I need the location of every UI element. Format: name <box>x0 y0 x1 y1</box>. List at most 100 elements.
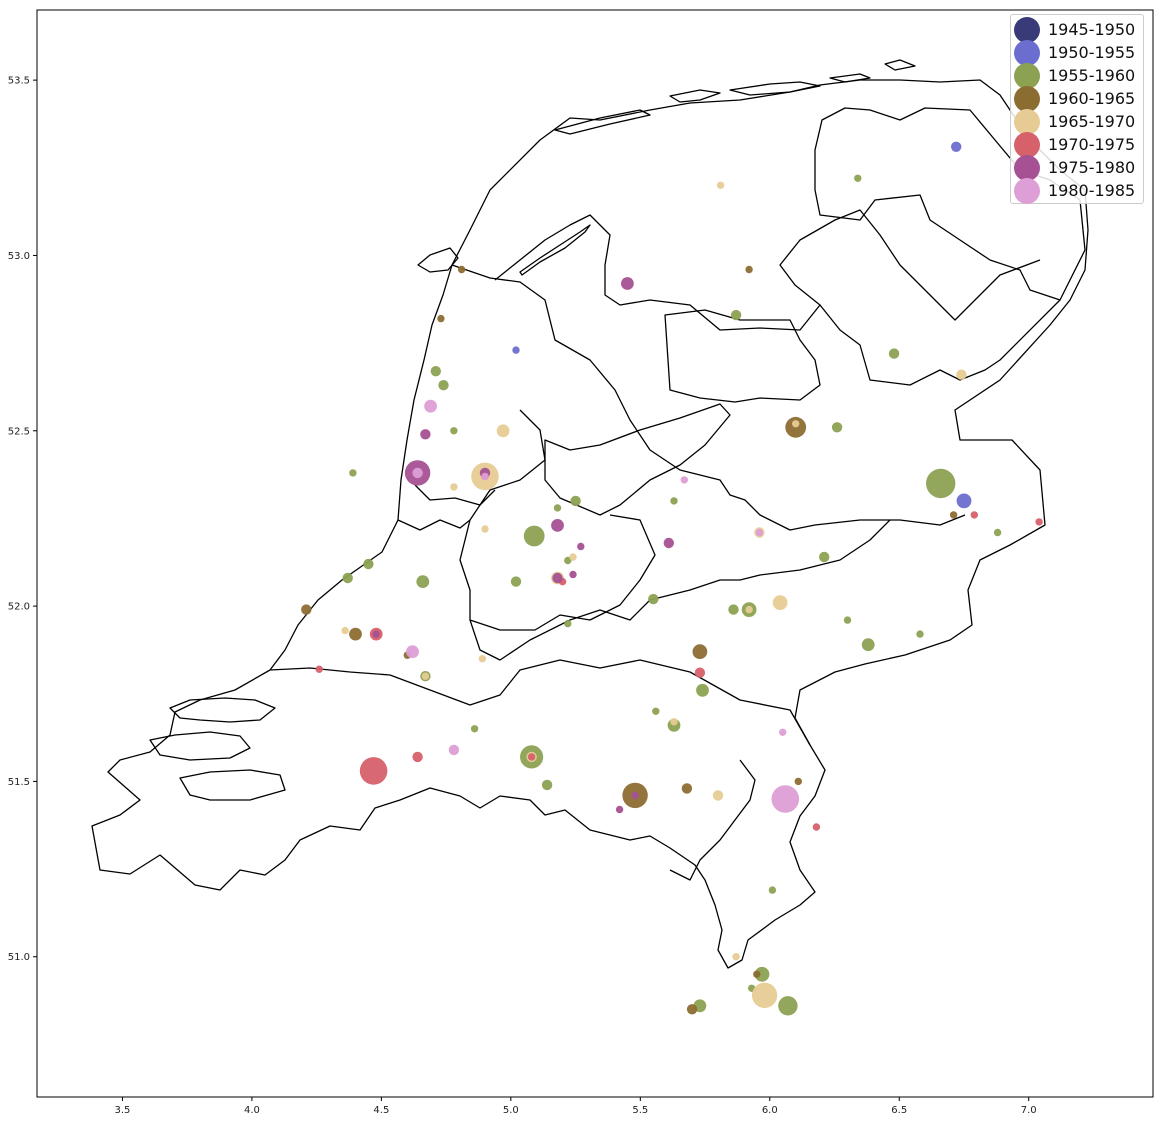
axes-frame <box>36 9 1154 1098</box>
legend-item: 1955-1960 <box>1014 62 1143 89</box>
wadden-island-5 <box>829 73 871 83</box>
y-tick-label: 52.5 <box>8 426 30 437</box>
point-1955-1960-20 <box>510 576 522 587</box>
province-border-6 <box>459 409 656 631</box>
legend-label: 1975-1980 <box>1048 158 1136 177</box>
point-1955-1960-15 <box>831 422 843 433</box>
point-1975-1980-5 <box>663 537 674 549</box>
point-1970-1975-3 <box>694 667 706 678</box>
legend-label: 1955-1960 <box>1048 66 1136 85</box>
point-1955-1960-11 <box>730 309 742 321</box>
point-1955-1960-38 <box>349 469 357 477</box>
point-1955-1960-24 <box>541 779 553 791</box>
legend-swatch <box>1014 108 1040 135</box>
point-1970-1975-4 <box>315 665 323 673</box>
point-1965-1970-10 <box>792 420 800 428</box>
x-tick-label: 5.0 <box>503 1105 519 1116</box>
legend-swatch <box>1014 177 1040 204</box>
legend-item: 1945-1950 <box>1014 16 1143 43</box>
province-border-9 <box>669 759 756 881</box>
point-1955-1960-19 <box>342 572 353 584</box>
legend-item: 1950-1955 <box>1014 39 1143 66</box>
point-1965-1970-7 <box>712 790 724 801</box>
point-1980-1985-7 <box>779 728 787 736</box>
point-1965-1970-3 <box>496 424 510 438</box>
legend-item: 1975-1980 <box>1014 154 1143 181</box>
x-tick-label: 7.0 <box>1021 1105 1037 1116</box>
legend-swatch <box>1014 16 1040 43</box>
point-1955-1960-12 <box>888 348 900 359</box>
point-1975-1980-10 <box>631 791 639 800</box>
x-tick-label: 4.5 <box>373 1105 389 1116</box>
point-1980-1985-0 <box>771 785 800 813</box>
legend-item: 1960-1965 <box>1014 85 1143 112</box>
point-1955-1960-16 <box>570 495 581 507</box>
legend-swatch <box>1014 62 1040 89</box>
point-1965-1970-1 <box>751 982 778 1008</box>
point-1960-1965-2 <box>692 644 708 660</box>
point-1965-1970-15 <box>478 655 487 663</box>
axes-background <box>37 10 1153 1097</box>
point-1955-1960-6 <box>416 575 430 588</box>
point-1955-1960-7 <box>861 638 875 652</box>
point-1960-1965-13 <box>457 265 466 274</box>
y-tick-label: 51.5 <box>8 777 30 788</box>
point-1980-1985-8 <box>481 472 489 481</box>
point-1955-1960-28 <box>670 497 678 505</box>
point-1955-1960-32 <box>564 619 572 628</box>
point-1955-1960-5 <box>754 966 770 982</box>
point-1955-1960-33 <box>993 528 1002 537</box>
point-1965-1970-16 <box>421 672 430 680</box>
point-1970-1975-6 <box>1035 518 1043 526</box>
legend: 1945-1950 1950-1955 1955-1960 1960-1965 1965… <box>1010 14 1144 204</box>
point-1980-1985-1 <box>424 399 437 413</box>
point-1980-1985-4 <box>448 744 460 756</box>
province-border-5 <box>494 209 1041 331</box>
point-1955-1960-14 <box>438 380 449 391</box>
inland-border-10 <box>414 484 496 506</box>
wadden-island-6 <box>884 59 916 71</box>
legend-swatch <box>1014 154 1040 181</box>
point-1955-1960-22 <box>728 604 739 615</box>
point-1955-1960-27 <box>553 504 562 512</box>
province-border-8 <box>469 519 891 661</box>
series-1980-1985 <box>406 399 800 813</box>
point-1965-1970-2 <box>772 595 788 610</box>
point-1975-1980-2 <box>551 519 564 532</box>
y-tick-label: 52.0 <box>8 602 30 613</box>
legend-label: 1965-1970 <box>1048 112 1136 131</box>
point-1970-1975-0 <box>359 757 388 785</box>
x-tick-label: 4.0 <box>244 1105 260 1116</box>
point-1960-1965-6 <box>686 1004 698 1015</box>
wadden-island-3 <box>669 89 721 103</box>
province-border-4 <box>814 107 1086 386</box>
point-1960-1965-8 <box>437 314 445 323</box>
y-tick-label: 53.0 <box>8 251 30 262</box>
zeeland-island-1 <box>169 697 276 723</box>
point-1955-1960-2 <box>523 525 545 547</box>
point-1965-1970-17 <box>732 953 740 961</box>
x-tick-label: 5.5 <box>632 1105 648 1116</box>
point-1955-1960-34 <box>652 707 660 715</box>
point-1975-1980-1 <box>621 277 634 290</box>
island-texel <box>417 247 459 273</box>
zeeland-island-2 <box>149 731 251 761</box>
province-border-7 <box>269 659 811 746</box>
point-1950-1955-0 <box>956 493 972 509</box>
point-1955-1960-26 <box>450 427 458 435</box>
legend-swatch <box>1014 85 1040 112</box>
point-1955-1960-36 <box>768 886 777 894</box>
province-border-2 <box>664 309 821 403</box>
y-axis-ticks: 51.0 51.5 52.0 52.5 53.0 53.5 <box>8 76 37 963</box>
point-1960-1965-3 <box>349 627 362 641</box>
x-tick-label: 6.0 <box>762 1105 778 1116</box>
point-1970-1975-2 <box>412 751 423 763</box>
point-1975-1980-7 <box>577 542 585 551</box>
point-1965-1970-11 <box>450 483 458 491</box>
point-1955-1960-17 <box>819 551 830 563</box>
point-1980-1985-2 <box>406 645 419 659</box>
point-1955-1960-21 <box>648 593 659 605</box>
x-axis-ticks: 3.5 4.0 4.5 5.0 5.5 6.0 6.5 7.0 <box>114 1097 1037 1116</box>
point-1955-1960-25 <box>854 174 862 182</box>
x-tick-label: 6.5 <box>891 1105 907 1116</box>
